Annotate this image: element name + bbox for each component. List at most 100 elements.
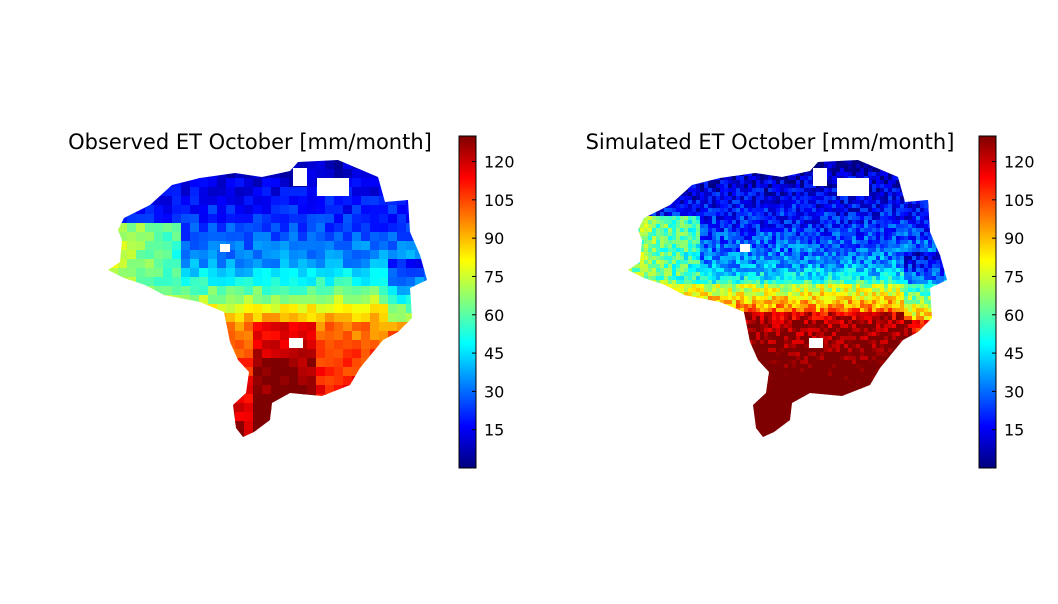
et-cell xyxy=(334,277,344,287)
et-cell xyxy=(688,208,693,213)
et-cell xyxy=(704,312,709,317)
et-cell xyxy=(660,320,665,325)
et-cell xyxy=(700,172,705,177)
et-cell xyxy=(632,216,637,221)
et-cell xyxy=(844,332,849,337)
et-cell xyxy=(768,240,773,245)
et-cell xyxy=(920,320,925,325)
et-cell xyxy=(896,276,901,281)
et-cell xyxy=(271,178,281,188)
et-cell xyxy=(740,200,745,205)
et-cell xyxy=(628,208,633,213)
et-cell xyxy=(876,268,881,273)
et-cell xyxy=(796,340,801,345)
et-cell xyxy=(704,332,709,337)
et-cell xyxy=(928,296,933,301)
et-cell xyxy=(864,272,869,277)
et-cell xyxy=(361,187,371,197)
et-cell xyxy=(772,276,777,281)
et-cell xyxy=(680,296,685,301)
et-cell xyxy=(172,241,182,251)
et-cell xyxy=(908,276,913,281)
et-cell xyxy=(880,312,885,317)
et-cell xyxy=(796,216,801,221)
et-cell xyxy=(688,308,693,313)
et-cell xyxy=(732,276,737,281)
et-cell xyxy=(824,264,829,269)
et-cell xyxy=(920,216,925,221)
et-cell xyxy=(840,288,845,293)
et-cell xyxy=(808,160,813,165)
et-cell xyxy=(824,324,829,329)
et-cell xyxy=(772,188,777,193)
et-cell xyxy=(636,324,641,329)
et-cell xyxy=(888,168,893,173)
et-cell xyxy=(860,216,865,221)
et-cell xyxy=(397,358,407,368)
et-cell xyxy=(680,264,685,269)
et-cell xyxy=(244,367,254,377)
et-cell xyxy=(684,260,689,265)
et-cell xyxy=(190,421,200,431)
et-cell xyxy=(900,264,905,269)
et-cell xyxy=(708,276,713,281)
et-cell xyxy=(852,292,857,297)
et-cell xyxy=(688,168,693,173)
et-cell xyxy=(920,236,925,241)
et-cell xyxy=(828,224,833,229)
et-cell xyxy=(828,268,833,273)
et-cell xyxy=(868,168,873,173)
et-cell xyxy=(732,300,737,305)
et-cell xyxy=(720,296,725,301)
et-cell xyxy=(712,176,717,181)
et-cell xyxy=(812,188,817,193)
et-cell xyxy=(908,196,913,201)
et-cell xyxy=(235,259,245,269)
et-cell xyxy=(370,232,380,242)
et-cell xyxy=(864,308,869,313)
et-cell xyxy=(924,336,929,341)
et-cell xyxy=(804,248,809,253)
et-cell xyxy=(415,322,425,332)
et-cell xyxy=(680,308,685,313)
et-cell xyxy=(672,320,677,325)
et-cell xyxy=(808,192,813,197)
et-cell xyxy=(784,180,789,185)
et-cell xyxy=(796,316,801,321)
et-cell xyxy=(415,295,425,305)
et-cell xyxy=(844,312,849,317)
et-cell xyxy=(912,304,917,309)
et-cell xyxy=(900,336,905,341)
et-cell xyxy=(928,224,933,229)
et-cell xyxy=(656,224,661,229)
et-cell xyxy=(820,308,825,313)
et-cell xyxy=(628,272,629,277)
et-cell xyxy=(860,196,865,201)
et-cell xyxy=(840,212,845,217)
et-cell xyxy=(632,272,637,277)
et-cell xyxy=(217,430,227,437)
et-cell xyxy=(628,236,633,241)
et-cell xyxy=(784,340,789,345)
et-cell xyxy=(307,304,317,314)
et-cell xyxy=(904,228,909,233)
et-cell xyxy=(800,336,805,341)
et-cell xyxy=(199,241,209,251)
et-cell xyxy=(700,292,705,297)
et-cell xyxy=(190,430,200,437)
et-cell xyxy=(792,228,797,233)
et-cell xyxy=(832,320,837,325)
et-cell xyxy=(876,332,881,337)
et-cell xyxy=(780,208,785,213)
et-cell xyxy=(664,200,669,205)
et-cell xyxy=(181,160,191,170)
et-cell xyxy=(848,296,853,301)
et-cell xyxy=(199,178,209,188)
et-cell xyxy=(940,256,945,261)
et-cell xyxy=(199,277,209,287)
et-cell xyxy=(852,168,857,173)
et-cell xyxy=(172,430,182,437)
et-cell xyxy=(880,200,885,205)
et-cell xyxy=(696,308,701,313)
et-cell xyxy=(820,160,825,165)
